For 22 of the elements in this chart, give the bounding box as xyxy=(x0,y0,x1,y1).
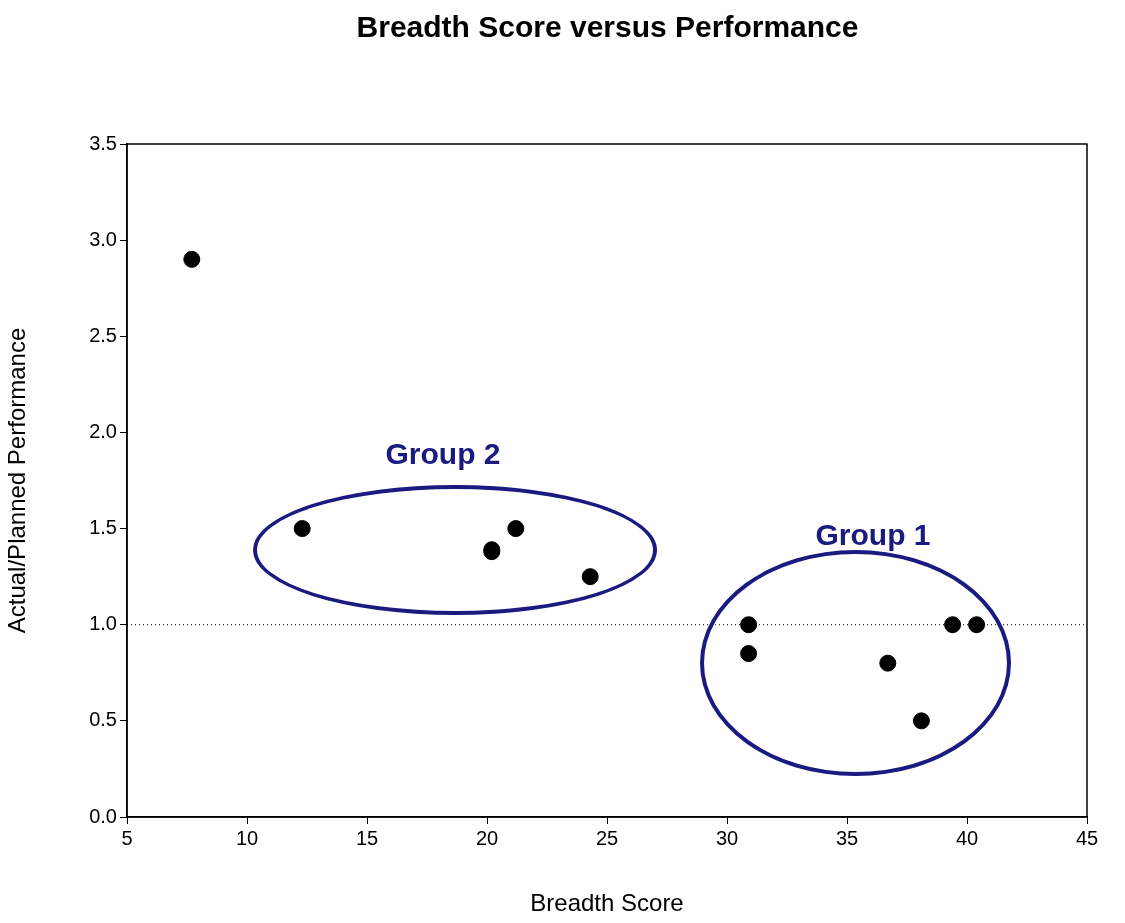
y-tick-label: 3.0 xyxy=(89,227,117,250)
annotation: Group 2 xyxy=(385,437,501,471)
y-tick-label: 2.5 xyxy=(89,323,117,346)
x-tick-label: 30 xyxy=(715,826,739,849)
x-tick-label: 45 xyxy=(1075,826,1099,849)
y-axis-title: Actual/Planned Performance xyxy=(3,327,31,634)
x-tick-label: 20 xyxy=(475,826,499,849)
x-axis-title: Breadth Score xyxy=(530,889,684,917)
x-tick-label: 40 xyxy=(955,826,979,849)
y-tick-label: 1.5 xyxy=(89,516,117,539)
y-tick-label: 0.0 xyxy=(89,804,117,827)
y-tick-label: 2.0 xyxy=(89,419,117,442)
y-tick-label: 0.5 xyxy=(89,708,117,731)
chart-title: Breadth Score versus Performance xyxy=(355,10,860,44)
x-tick-label: 10 xyxy=(235,826,259,849)
x-tick-label: 25 xyxy=(595,826,619,849)
x-tick-label: 15 xyxy=(355,826,379,849)
x-tick-label: 35 xyxy=(835,826,859,849)
x-tick-label: 5 xyxy=(121,826,133,849)
annotation: Group 1 xyxy=(815,518,931,552)
y-tick-label: 1.0 xyxy=(89,612,117,635)
y-tick-label: 3.5 xyxy=(89,131,117,154)
